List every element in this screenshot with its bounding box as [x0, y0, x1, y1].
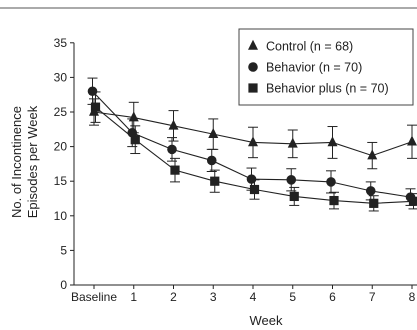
marker-square-1 — [130, 135, 140, 145]
legend-label-triangle: Control (n = 68) — [266, 40, 353, 54]
y-tick-label-35: 35 — [54, 36, 68, 50]
marker-circle-3 — [206, 155, 217, 166]
marker-triangle-3 — [208, 127, 219, 138]
legend-label-square: Behavior plus (n = 70) — [266, 82, 389, 96]
x-tick-label-2: 2 — [170, 290, 177, 304]
x-tick-label-8: 8 — [409, 290, 416, 304]
legend-box — [238, 28, 414, 106]
marker-square-2 — [170, 165, 180, 175]
x-tick-label-6: 6 — [329, 290, 336, 304]
marker-triangle-4 — [248, 136, 258, 147]
marker-square-0 — [90, 102, 101, 112]
marker-square-3 — [210, 176, 220, 186]
y-tick-label-20: 20 — [54, 140, 68, 154]
legend-label-circle: Behavior (n = 70) — [266, 61, 362, 75]
legend: Control (n = 68) Behavior (n = 70) Behavio… — [238, 28, 414, 106]
x-tick-label-1: 1 — [130, 290, 137, 304]
y-tick-label-25: 25 — [54, 105, 68, 119]
marker-circle-5 — [286, 175, 297, 185]
x-axis-title: Week — [250, 313, 283, 328]
y-axis-title-line-1: No. of Incontinence — [9, 106, 24, 218]
x-tick-label-4: 4 — [250, 290, 257, 304]
y-tick-label-15: 15 — [54, 174, 68, 188]
marker-square-6 — [329, 195, 339, 206]
marker-circle-4 — [246, 174, 257, 184]
legend-marker-circle — [248, 62, 258, 72]
marker-square-5 — [289, 191, 299, 202]
x-tick-label-5: 5 — [289, 290, 296, 304]
y-tick-label-5: 5 — [60, 243, 67, 257]
legend-marker-triangle — [248, 39, 258, 50]
markers — [87, 86, 417, 208]
marker-square-8 — [408, 196, 417, 206]
marker-circle-2 — [167, 144, 177, 155]
marker-square-4 — [249, 184, 260, 195]
marker-circle-0 — [87, 86, 98, 97]
y-tick-label-0: 0 — [60, 278, 67, 292]
legend-marker-square — [248, 83, 258, 93]
marker-triangle-1 — [128, 111, 139, 122]
axes: 0 5 10 15 20 25 30 35 Baseline 1 2 3 4 5 6 7 8 — [54, 36, 417, 304]
marker-circle-6 — [326, 177, 336, 187]
y-axis-title-line-2: Episodes per Week — [25, 105, 40, 218]
x-tick-label-7: 7 — [369, 290, 376, 304]
x-tick-label-3: 3 — [210, 290, 217, 304]
marker-triangle-8 — [407, 135, 417, 146]
marker-square-7 — [369, 198, 379, 208]
y-tick-label-10: 10 — [54, 209, 68, 223]
marker-triangle-2 — [168, 119, 179, 130]
marker-triangle-6 — [327, 136, 338, 147]
marker-triangle-5 — [287, 137, 298, 148]
x-tick-label-baseline: Baseline — [71, 290, 117, 304]
y-tick-label-30: 30 — [54, 70, 68, 84]
marker-circle-7 — [365, 186, 376, 196]
marker-triangle-7 — [367, 149, 378, 160]
